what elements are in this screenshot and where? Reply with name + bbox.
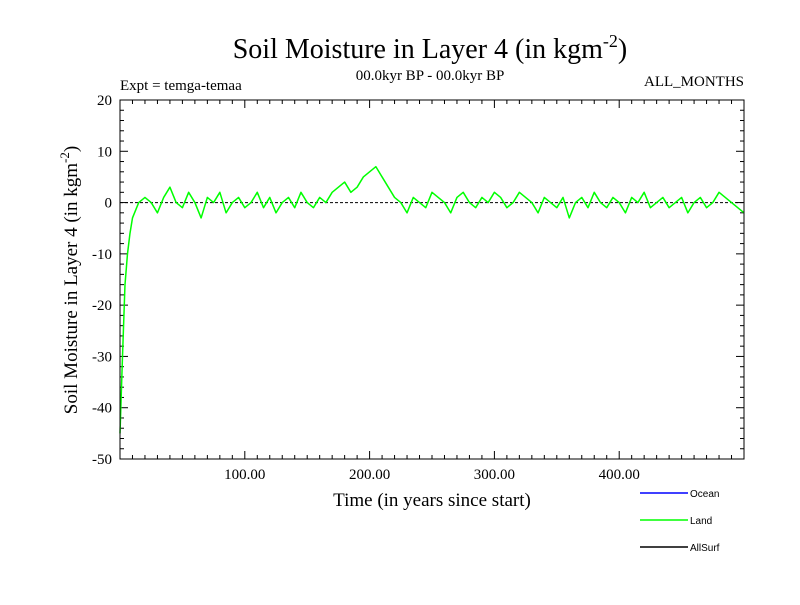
y-axis-label: Soil Moisture in Layer 4 (in kgm-2) — [57, 146, 82, 414]
series-line-land — [119, 165, 745, 434]
x-tick-label: 400.00 — [599, 467, 640, 483]
y-tick-label: -20 — [92, 298, 112, 314]
x-axis-label: Time (in years since start) — [333, 490, 531, 511]
x-tick-label: 200.00 — [349, 467, 390, 483]
months-label: ALL_MONTHS — [644, 74, 744, 90]
chart-title: Soil Moisture in Layer 4 (in kgm-2) — [233, 31, 628, 65]
x-tick-label: 300.00 — [474, 467, 515, 483]
y-tick-label: -30 — [92, 349, 112, 365]
axis-ticks-group — [119, 99, 745, 460]
y-tick-label: 0 — [105, 196, 113, 212]
legend-label-ocean: Ocean — [690, 489, 719, 500]
y-tick-label: -10 — [92, 247, 112, 263]
y-tick-label: -50 — [92, 452, 112, 468]
x-tick-label: 100.00 — [224, 467, 265, 483]
y-tick-label: 20 — [97, 93, 112, 109]
legend-label-allsurf: AllSurf — [690, 543, 720, 554]
tick-labels-group: -50 -40 -30 -20 -10 0 10 20 100.00 200.00 300.00 40… — [92, 93, 640, 483]
plot-frame — [119, 99, 745, 460]
period-label: 00.0kyr BP - 00.0kyr BP — [356, 68, 505, 84]
experiment-label: Expt = temga-temaa — [120, 78, 242, 94]
y-tick-label: 10 — [97, 144, 112, 160]
plot-lines-group — [119, 165, 745, 434]
legend: Ocean Land AllSurf — [640, 489, 720, 554]
y-tick-label: -40 — [92, 401, 112, 417]
legend-label-land: Land — [690, 516, 712, 527]
